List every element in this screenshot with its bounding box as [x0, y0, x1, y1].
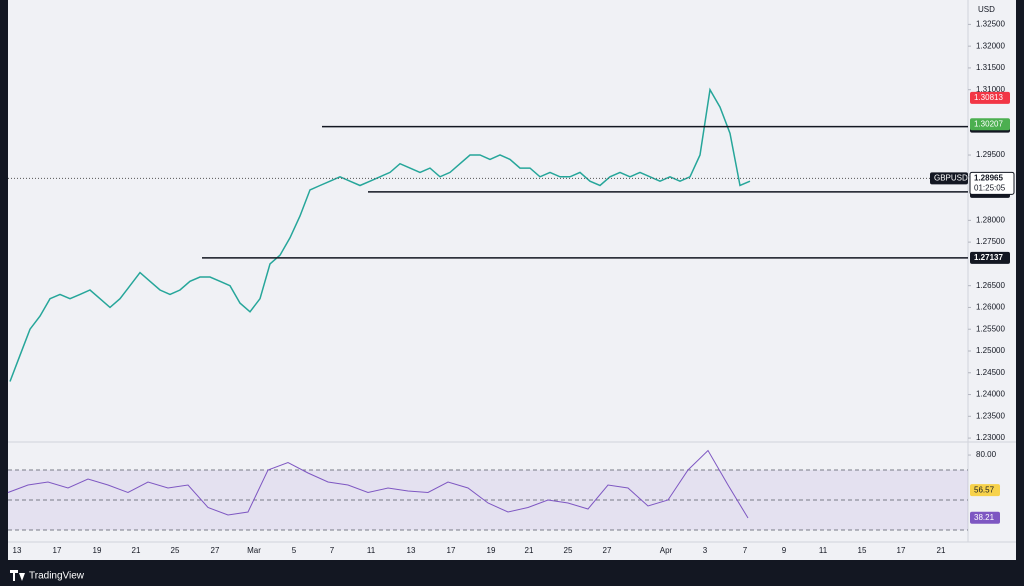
x-tick-label: 11	[819, 546, 828, 555]
y-tick-label: 1.24000	[976, 390, 1005, 399]
price-tag	[970, 91, 1010, 104]
symbol-tag	[930, 172, 968, 185]
currency-label: USD	[978, 5, 995, 14]
y-tick-label: 1.23000	[976, 433, 1005, 442]
rsi-line	[7, 449, 749, 519]
x-tick-label: 21	[937, 546, 946, 555]
y-tick-label: 1.29500	[976, 150, 1005, 159]
x-tick-label: 17	[53, 546, 62, 555]
y-tick-label: 1.31000	[976, 85, 1005, 94]
price-tag	[970, 118, 1010, 131]
rsi-tag-label: 38.21	[974, 513, 995, 522]
price-line	[9, 87, 751, 382]
price-tag-label: 1.30813	[974, 93, 1003, 102]
y-tick-label: 80.00	[976, 450, 997, 459]
x-tick-label: 7	[743, 546, 748, 555]
rsi-tag	[970, 511, 1000, 524]
last-price-tag	[969, 171, 1015, 195]
x-tick-label: Apr	[660, 546, 673, 555]
footer-bar	[0, 560, 1024, 586]
y-tick-label: 1.25000	[976, 346, 1005, 355]
x-tick-label: 21	[525, 546, 534, 555]
x-tick-label: 17	[897, 546, 906, 555]
y-tick-label: 1.26000	[976, 303, 1005, 312]
price-tag-label: 1.30207	[974, 119, 1003, 128]
y-tick-label: 1.32000	[976, 41, 1005, 50]
x-tick-label: 19	[487, 546, 496, 555]
x-tick-label: 9	[782, 546, 787, 555]
price-tag	[970, 251, 1010, 264]
y-tick-label: 1.24500	[976, 368, 1005, 377]
y-tick-label: 1.23500	[976, 411, 1005, 420]
price-tag-label: 1.27137	[974, 253, 1003, 262]
x-tick-label: 13	[13, 546, 22, 555]
y-tick-label: 1.31500	[976, 63, 1005, 72]
x-tick-label: 3	[703, 546, 708, 555]
x-tick-label: 25	[171, 546, 180, 555]
y-tick-label: 1.32500	[976, 19, 1005, 28]
y-tick-label: 1.25500	[976, 324, 1005, 333]
x-tick-label: 7	[330, 546, 335, 555]
x-tick-label: 5	[292, 546, 297, 555]
y-tick-label: 1.28000	[976, 215, 1005, 224]
x-tick-label: 25	[564, 546, 573, 555]
brand-name: TradingView	[29, 571, 85, 582]
x-tick-label: 15	[858, 546, 867, 555]
y-tick-label: 1.27500	[976, 237, 1005, 246]
symbol-label: GBPUSD	[934, 173, 968, 182]
brand-logo	[10, 570, 25, 581]
y-tick-label: 1.26500	[976, 281, 1005, 290]
plot-area	[8, 0, 968, 560]
countdown: 01:25:05	[974, 183, 1006, 192]
x-tick-label: Mar	[247, 546, 261, 555]
x-tick-label: 27	[211, 546, 220, 555]
x-tick-label: 21	[132, 546, 141, 555]
x-tick-label: 27	[603, 546, 612, 555]
rsi-tag-label: 56.57	[974, 485, 995, 494]
rsi-tag	[970, 484, 1000, 497]
x-tick-label: 17	[447, 546, 456, 555]
last-price-label: 1.28965	[974, 173, 1003, 182]
x-tick-label: 13	[407, 546, 416, 555]
x-tick-label: 11	[367, 546, 376, 555]
x-tick-label: 19	[93, 546, 102, 555]
